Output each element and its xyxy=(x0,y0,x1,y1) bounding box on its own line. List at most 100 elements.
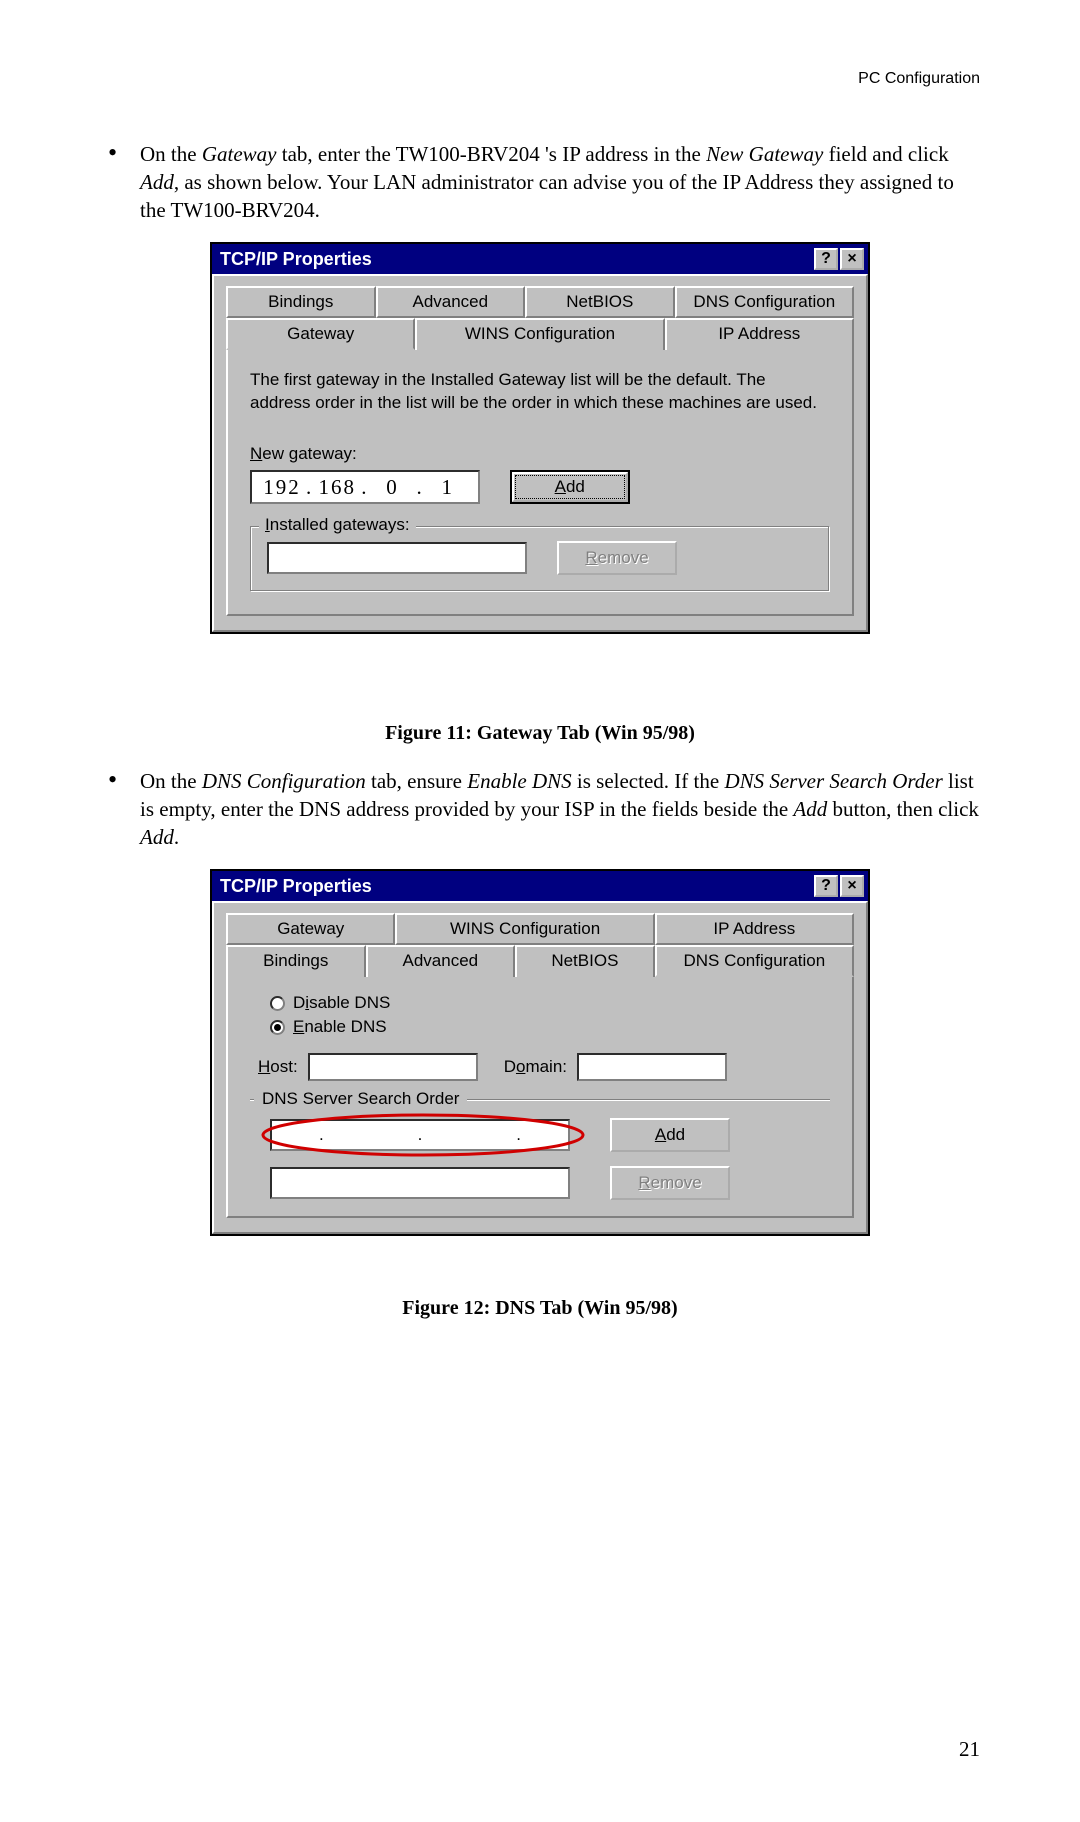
ip-octet-4[interactable]: 1 xyxy=(426,475,470,500)
button-label: dd xyxy=(566,477,585,496)
tab-dns-configuration[interactable]: DNS Configuration xyxy=(675,286,854,318)
dns-server-list[interactable] xyxy=(270,1167,570,1199)
ip-octet-1[interactable]: 192 xyxy=(260,475,304,500)
disable-dns-radio-row[interactable]: Disable DNS xyxy=(270,993,830,1013)
text: is selected. If the xyxy=(572,769,725,793)
label-text: nstalled gateways: xyxy=(270,515,410,534)
ip-dot: . xyxy=(415,475,426,500)
gateway-tab-panel: The first gateway in the Installed Gatew… xyxy=(226,348,854,616)
text-italic: Add xyxy=(793,797,827,821)
tab-bindings[interactable]: Bindings xyxy=(226,945,366,977)
tab-netbios[interactable]: NetBIOS xyxy=(525,286,675,318)
dns-remove-button: Remove xyxy=(610,1166,730,1200)
close-button[interactable]: × xyxy=(840,875,864,897)
mnemonic: E xyxy=(293,1017,304,1036)
gateway-info-text: The first gateway in the Installed Gatew… xyxy=(250,368,830,414)
dns-add-row: . . . Add xyxy=(270,1118,830,1152)
ip-dot: . xyxy=(319,1125,324,1145)
tab-row-back: Bindings Advanced NetBIOS DNS Configurat… xyxy=(226,286,854,318)
domain-input[interactable] xyxy=(577,1053,727,1081)
radio-icon[interactable] xyxy=(270,996,285,1011)
tab-row-back: Gateway WINS Configuration IP Address xyxy=(226,913,854,945)
page-content: • On the Gateway tab, enter the TW100-BR… xyxy=(100,140,980,1342)
host-label: Host: xyxy=(258,1057,298,1077)
ip-dot: . xyxy=(516,1125,521,1145)
add-button[interactable]: Add xyxy=(510,470,630,504)
text: . xyxy=(174,825,179,849)
text: D xyxy=(293,993,305,1012)
button-label: emove xyxy=(651,1173,702,1192)
titlebar-text: TCP/IP Properties xyxy=(220,876,812,897)
ip-dot: . xyxy=(418,1125,423,1145)
bullet-item: • On the DNS Configuration tab, ensure E… xyxy=(100,767,980,851)
ip-octet-2[interactable]: 168 xyxy=(315,475,359,500)
tab-netbios[interactable]: NetBIOS xyxy=(515,945,655,977)
dns-remove-row: Remove xyxy=(270,1166,830,1200)
tab-row-front: Bindings Advanced NetBIOS DNS Configurat… xyxy=(226,945,854,977)
installed-gateways-label: Installed gateways: xyxy=(259,515,416,535)
mnemonic: A xyxy=(655,1125,666,1144)
text-italic: Add xyxy=(140,170,174,194)
dns-ip-input[interactable]: . . . xyxy=(270,1119,570,1151)
text: button, then click xyxy=(827,797,979,821)
button-label: dd xyxy=(666,1125,685,1144)
text: nable DNS xyxy=(304,1017,386,1036)
ip-octet-3[interactable]: 0 xyxy=(371,475,415,500)
radio-label: Enable DNS xyxy=(293,1017,387,1037)
radio-icon[interactable] xyxy=(270,1020,285,1035)
titlebar-text: TCP/IP Properties xyxy=(220,249,812,270)
page-header: PC Configuration xyxy=(858,70,980,88)
remove-button: Remove xyxy=(557,541,677,575)
help-button[interactable]: ? xyxy=(814,248,838,270)
text-italic: DNS Configuration xyxy=(202,769,366,793)
tab-gateway[interactable]: Gateway xyxy=(226,318,415,350)
tab-bindings[interactable]: Bindings xyxy=(226,286,376,318)
tab-wins-configuration[interactable]: WINS Configuration xyxy=(415,318,664,350)
tcpip-properties-dialog: TCP/IP Properties ? × Bindings Advanced … xyxy=(210,242,870,634)
bullet-text: On the Gateway tab, enter the TW100-BRV2… xyxy=(140,140,980,224)
dns-add-button[interactable]: Add xyxy=(610,1118,730,1152)
radio-label: Disable DNS xyxy=(293,993,390,1013)
text-italic: New Gateway xyxy=(706,142,823,166)
new-gateway-ip-input[interactable]: 192. 168. 0. 1 xyxy=(250,470,480,504)
text: On the xyxy=(140,142,202,166)
domain-label: Domain: xyxy=(504,1057,567,1077)
tab-ip-address[interactable]: IP Address xyxy=(655,913,854,945)
dialog-body: Bindings Advanced NetBIOS DNS Configurat… xyxy=(212,274,868,632)
mnemonic: H xyxy=(258,1057,270,1076)
text-italic: Enable DNS xyxy=(467,769,571,793)
tab-advanced[interactable]: Advanced xyxy=(376,286,526,318)
figure-12-caption: Figure 12: DNS Tab (Win 95/98) xyxy=(100,1297,980,1320)
page-number: 21 xyxy=(959,1737,980,1762)
text-italic: DNS Server Search Order xyxy=(724,769,942,793)
new-gateway-label: New gateway: xyxy=(250,444,830,464)
figure-11: TCP/IP Properties ? × Bindings Advanced … xyxy=(100,242,980,712)
host-domain-row: Host: Domain: xyxy=(258,1053,830,1081)
tab-ip-address[interactable]: IP Address xyxy=(665,318,854,350)
text: sable DNS xyxy=(309,993,390,1012)
mnemonic: R xyxy=(638,1173,650,1192)
close-button[interactable]: × xyxy=(840,248,864,270)
tcpip-properties-dialog-dns: TCP/IP Properties ? × Gateway WINS Confi… xyxy=(210,869,870,1236)
enable-dns-radio-row[interactable]: Enable DNS xyxy=(270,1017,830,1037)
bullet-text: On the DNS Configuration tab, ensure Ena… xyxy=(140,767,980,851)
tab-gateway[interactable]: Gateway xyxy=(226,913,395,945)
tab-row-front: Gateway WINS Configuration IP Address xyxy=(226,318,854,350)
new-gateway-row: 192. 168. 0. 1 Add xyxy=(250,470,830,504)
button-label: emove xyxy=(598,548,649,567)
ip-dot: . xyxy=(304,475,315,500)
dns-search-order-label: DNS Server Search Order xyxy=(254,1089,467,1109)
bullet-item: • On the Gateway tab, enter the TW100-BR… xyxy=(100,140,980,224)
mnemonic: R xyxy=(585,548,597,567)
tab-wins-configuration[interactable]: WINS Configuration xyxy=(395,913,654,945)
tab-dns-configuration[interactable]: DNS Configuration xyxy=(655,945,854,977)
host-input[interactable] xyxy=(308,1053,478,1081)
tab-advanced[interactable]: Advanced xyxy=(366,945,516,977)
titlebar: TCP/IP Properties ? × xyxy=(212,244,868,274)
text: On the xyxy=(140,769,202,793)
label-text: ew gateway: xyxy=(262,444,357,463)
text: ost: xyxy=(270,1057,297,1076)
installed-gateways-list[interactable] xyxy=(267,542,527,574)
dns-search-order-group: DNS Server Search Order . . . xyxy=(250,1099,830,1200)
help-button[interactable]: ? xyxy=(814,875,838,897)
